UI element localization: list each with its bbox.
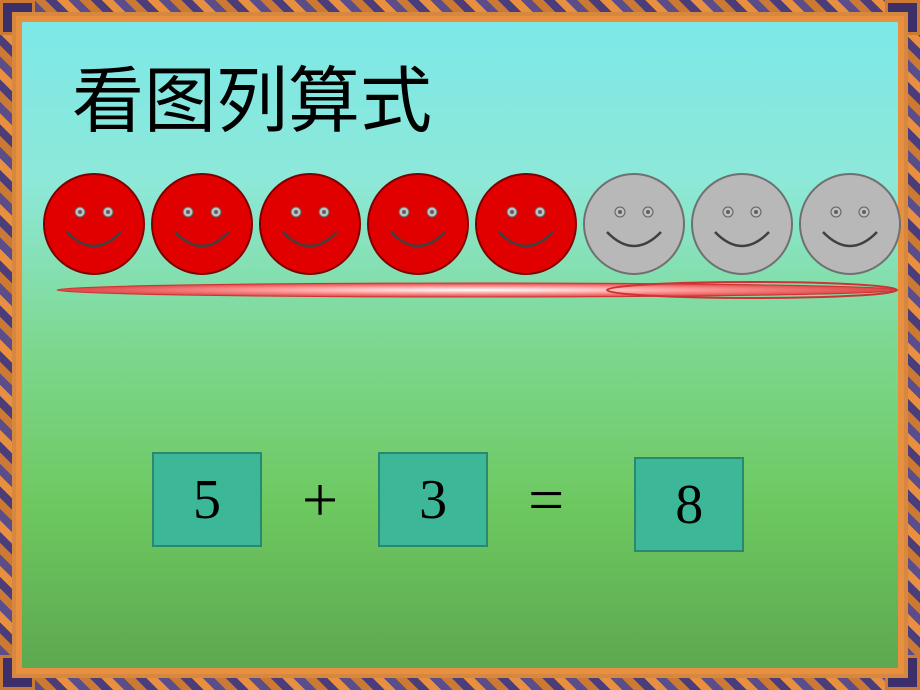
smiley-face-icon [798, 172, 902, 276]
equation-row: 5 + 3 = 8 [152, 447, 744, 552]
smiley-face-icon [42, 172, 146, 276]
smiley-face-icon [366, 172, 470, 276]
smiley-face-icon [690, 172, 794, 276]
operand-box-2: 3 [378, 452, 488, 547]
smiley-face-icon [474, 172, 578, 276]
decorative-frame: 看图列算式 5 + 3 = [0, 0, 920, 690]
inner-border: 看图列算式 5 + 3 = [12, 12, 908, 678]
slide-title: 看图列算式 [72, 42, 432, 147]
result-box: 8 [634, 457, 744, 552]
slide-content: 看图列算式 5 + 3 = [22, 22, 898, 668]
smiley-face-icon [258, 172, 362, 276]
smiley-face-icon [150, 172, 254, 276]
grouping-underline [52, 280, 902, 300]
smiley-face-icon [582, 172, 686, 276]
equals-operator: = [508, 463, 584, 537]
plus-operator: + [282, 463, 358, 537]
operand-box-1: 5 [152, 452, 262, 547]
faces-row [42, 172, 902, 276]
